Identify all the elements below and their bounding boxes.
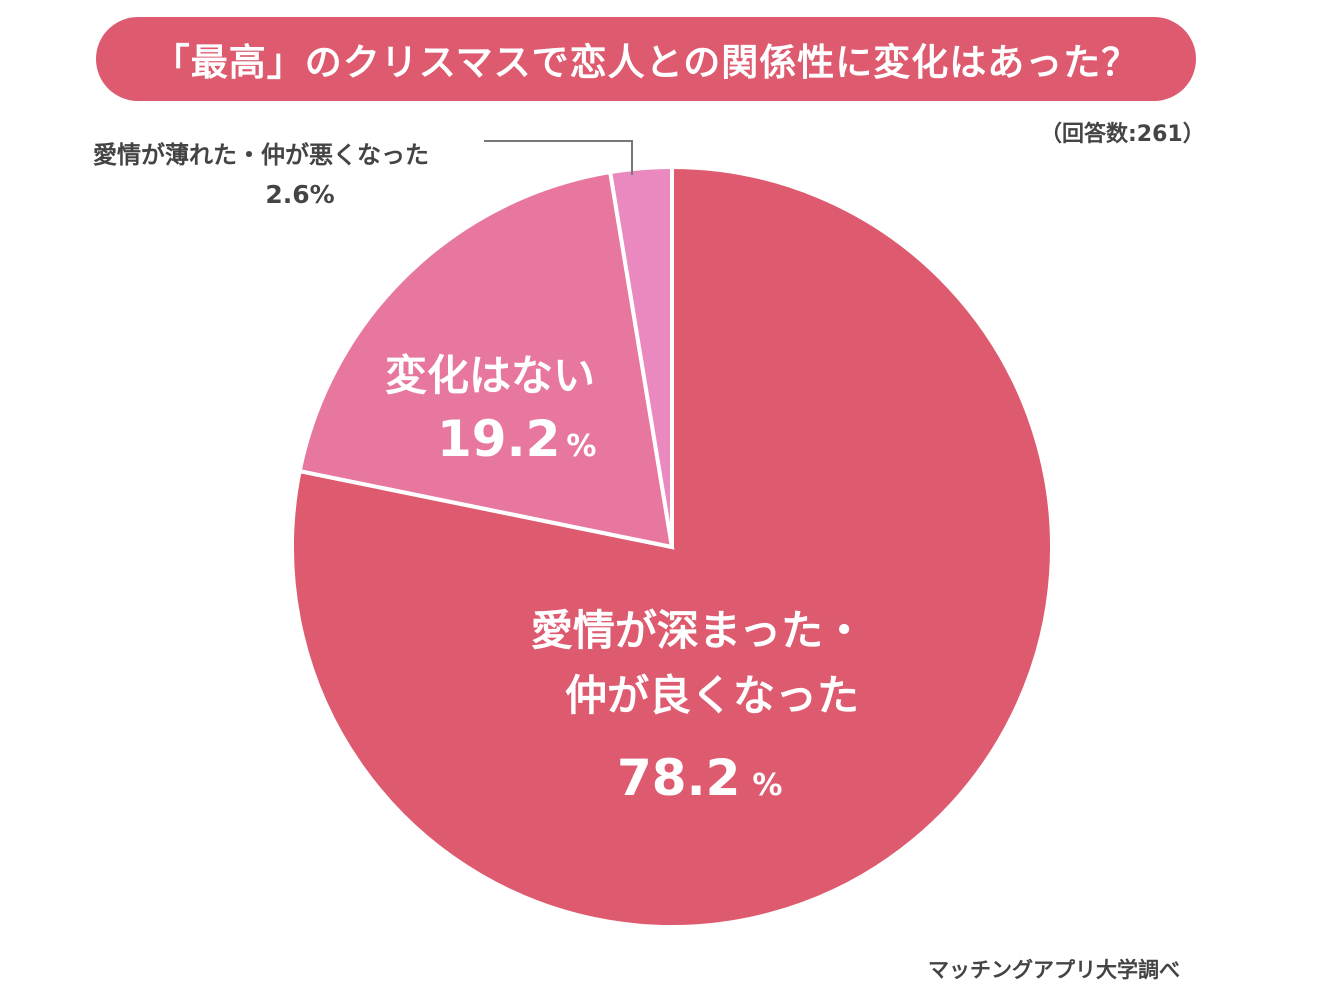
slice-value-worsened: 2.6% (265, 180, 334, 209)
slice-value-deepened-number: 78.2 (617, 749, 740, 807)
pie-slice-no-change (297, 169, 675, 550)
slice-value-no-change-unit: % (566, 429, 596, 464)
slice-value-deepened: 78.2% (617, 749, 782, 807)
slice-label-worsened: 愛情が薄れた・仲が悪くなった (93, 141, 429, 169)
slice-value-worsened-number: 2.6 (265, 180, 309, 209)
title-banner: 「最高」のクリスマスで恋人との関係性に変化はあった？ (96, 17, 1196, 101)
chart-title: 「最高」のクリスマスで恋人との関係性に変化はあった？ (152, 41, 1140, 84)
respondent-count: （回答数:261） (1040, 122, 1205, 147)
source-note: マッチングアプリ大学調べ (928, 958, 1180, 982)
leader-line (484, 140, 633, 175)
pie-slice-worsened (607, 164, 674, 548)
slice-label-no-change: 変化はない (385, 351, 595, 400)
slice-value-no-change: 19.2% (437, 410, 596, 468)
slice-value-no-change-number: 19.2 (437, 410, 560, 468)
slice-label-deepened-line1: 愛情が深まった・ (531, 606, 865, 655)
slice-value-worsened-unit: % (310, 180, 335, 209)
slice-value-deepened-unit: % (752, 768, 782, 803)
slice-label-deepened-line2: 仲が良くなった (565, 671, 859, 720)
